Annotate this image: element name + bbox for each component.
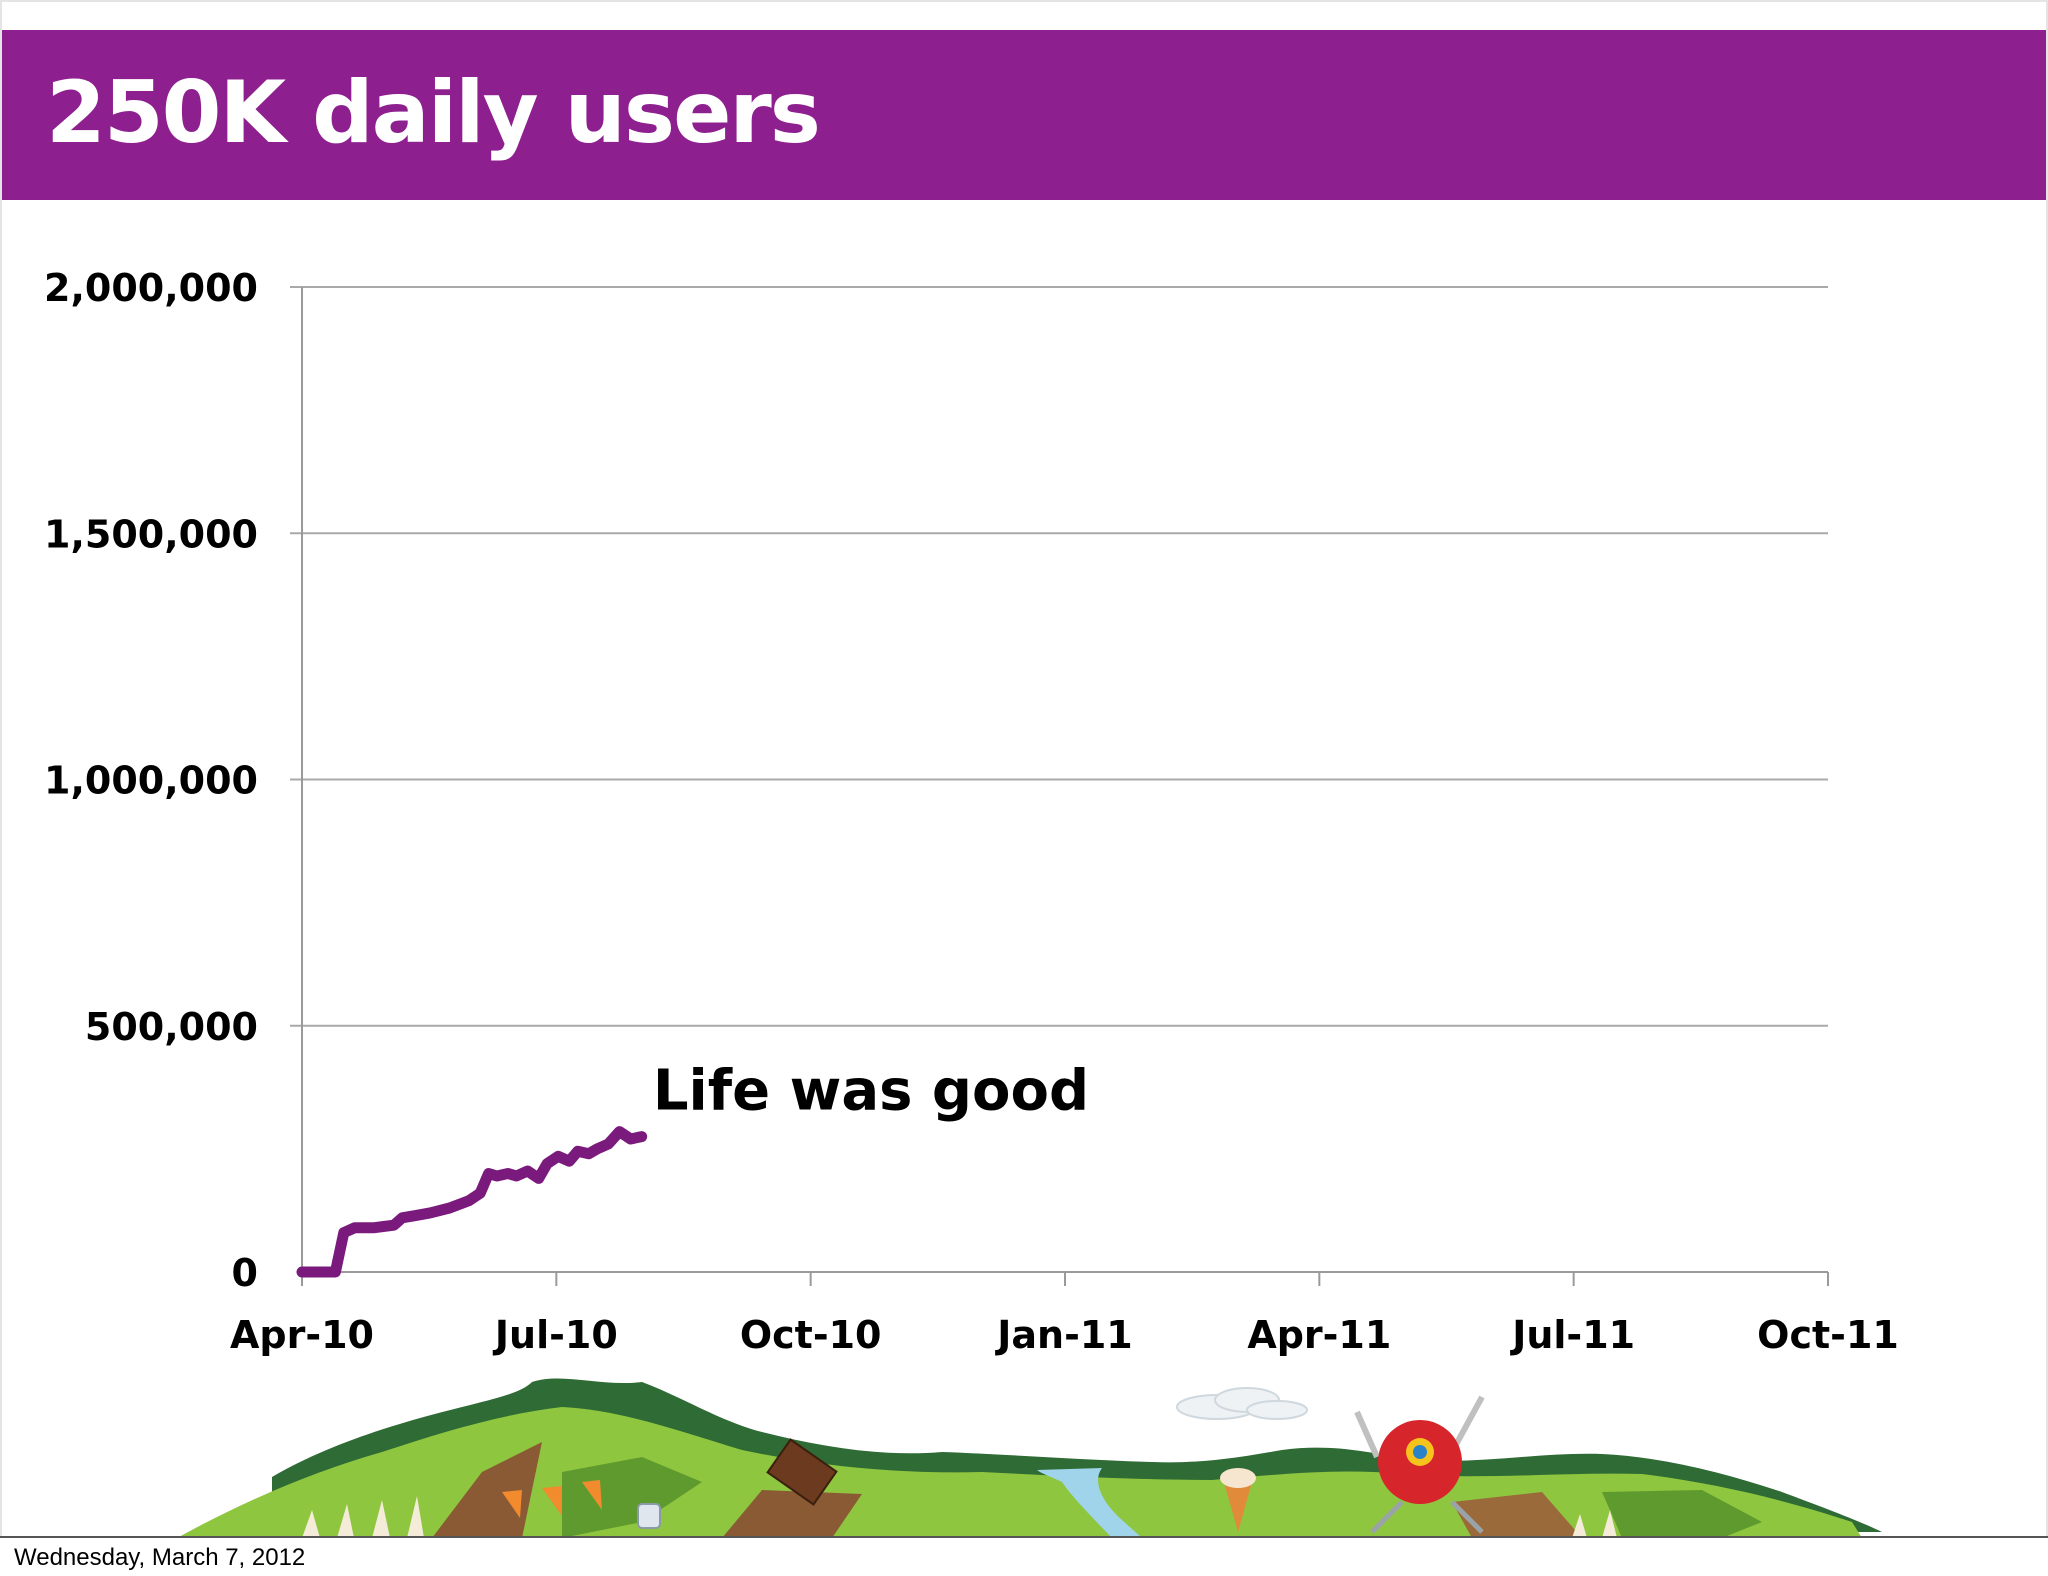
- slide: 250K daily users 0 500,000 1,000,000 1,500,…: [0, 0, 2048, 1536]
- footer: Wednesday, March 7, 2012: [0, 1536, 2048, 1576]
- axes: [301, 287, 1829, 1286]
- x-tick-label: Oct-11: [1757, 1313, 1899, 1357]
- x-tick-label: Jul-11: [1509, 1313, 1635, 1357]
- line-chart: 0 500,000 1,000,000 1,500,000 2,000,000 Apr-…: [44, 266, 1899, 1357]
- y-tick-label: 500,000: [85, 1005, 258, 1049]
- annotation-label: Life was good: [653, 1058, 1089, 1123]
- x-tick-label: Oct-10: [740, 1313, 882, 1357]
- y-tick-labels: 0 500,000 1,000,000 1,500,000 2,000,000: [44, 266, 258, 1295]
- x-tick-labels: Apr-10 Jul-10 Oct-10 Jan-11 Apr-11 Jul-11 Oct-…: [230, 1313, 1899, 1357]
- footer-date: Wednesday, March 7, 2012: [14, 1544, 306, 1571]
- series: [296, 1126, 648, 1278]
- y-tick-label: 2,000,000: [44, 266, 258, 310]
- slide-title: 250K daily users: [46, 63, 821, 163]
- title-bar: 250K daily users: [2, 30, 2046, 200]
- gridlines: [290, 286, 1828, 1027]
- x-tick-label: Jul-10: [492, 1313, 618, 1357]
- y-tick-label: 1,000,000: [44, 759, 258, 803]
- y-tick-label: 1,500,000: [44, 512, 258, 556]
- x-tick-label: Jan-11: [994, 1313, 1133, 1357]
- x-tick-label: Apr-11: [1247, 1313, 1391, 1357]
- series-line: [296, 1126, 648, 1278]
- x-tick-label: Apr-10: [230, 1313, 374, 1357]
- y-tick-label: 0: [232, 1251, 258, 1295]
- annotations: Life was good: [653, 1058, 1089, 1123]
